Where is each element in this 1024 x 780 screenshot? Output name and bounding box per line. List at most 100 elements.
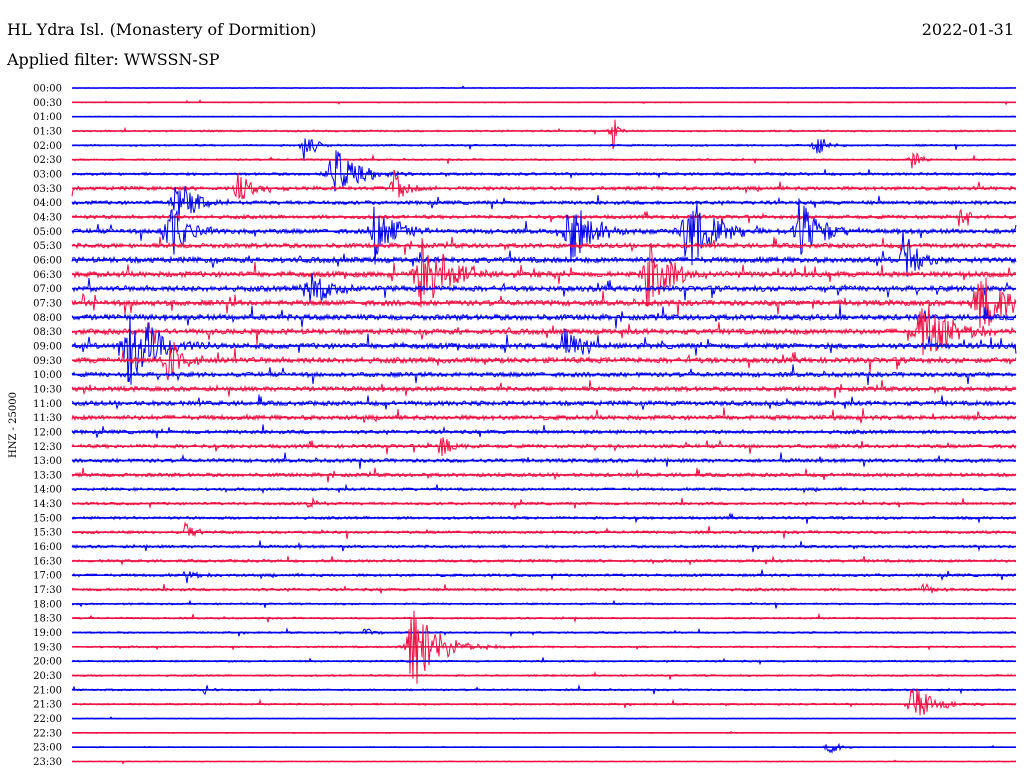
time-tick-label: 07:30 [33,298,62,309]
trace-row-1230 [71,437,1017,457]
y-axis-label: HNZ - 25000 [8,392,19,458]
trace-row-2230 [71,730,1017,734]
trace-row-0130 [71,119,1017,150]
trace-row-0730 [71,277,1017,328]
trace-row-0100 [71,115,1017,118]
trace-row-0830 [71,303,1017,356]
trace-row-0530 [71,236,1017,256]
time-tick-label: 15:30 [33,528,62,539]
time-tick-label: 06:30 [33,270,62,281]
trace-row-1200 [71,424,1017,439]
trace-row-1900 [71,627,1017,638]
trace-row-0000 [72,85,1017,90]
time-tick-label: 12:00 [33,427,62,438]
time-tick-label: 06:00 [33,255,62,266]
trace-row-1500 [71,512,1017,524]
trace-row-1930 [71,610,1017,684]
time-tick-label: 10:00 [33,370,62,381]
time-tick-label: 09:00 [33,341,62,352]
trace-row-1730 [72,582,1017,594]
trace-row-0700 [71,272,1017,303]
time-tick-label: 05:00 [33,227,62,238]
time-tick-label: 21:30 [33,700,62,711]
trace-row-0400 [71,185,1017,222]
time-tick-label: 21:00 [33,685,62,696]
time-tick-label: 09:30 [33,356,62,367]
time-tick-label: 03:30 [33,184,62,195]
station-title: HL Ydra Isl. (Monastery of Dormition) [7,20,317,39]
trace-row-1430 [71,496,1017,510]
trace-row-1630 [71,555,1017,566]
time-tick-label: 23:30 [33,757,62,768]
time-tick-label: 03:00 [33,169,62,180]
time-tick-label: 13:00 [33,456,62,467]
time-tick-label: 17:00 [33,571,62,582]
trace-row-0800 [71,304,1017,329]
time-tick-label: 19:00 [33,628,62,639]
time-tick-label: 14:30 [33,499,62,510]
trace-row-0200 [71,138,1017,161]
trace-row-0500 [71,198,1017,266]
time-tick-label: 20:30 [33,671,62,682]
time-tick-label: 14:00 [33,485,62,496]
trace-row-0300 [71,150,1017,192]
filter-label: Applied filter: WWSSN-SP [7,50,220,69]
time-tick-label: 11:30 [33,413,62,424]
trace-group [71,85,1017,765]
time-tick-label: 02:30 [33,155,62,166]
trace-row-2330 [71,759,1017,765]
trace-row-2030 [71,671,1017,680]
trace-row-0330 [71,169,1017,200]
trace-row-1830 [71,612,1017,623]
trace-row-1130 [71,407,1017,424]
time-tick-label: 00:00 [33,84,62,95]
time-tick-label: 04:30 [33,212,62,223]
time-tick-label: 10:30 [33,384,62,395]
time-tick-label: 18:30 [33,614,62,625]
trace-row-2300 [71,742,1017,754]
time-tick-label: 17:30 [33,585,62,596]
trace-row-2200 [71,716,1017,721]
trace-row-0900 [71,314,1017,385]
date-label: 2022-01-31 [921,20,1014,39]
time-tick-labels: 00:00 00:30 01:00 01:30 02:00 02:30 03:00 03:30… [33,84,62,769]
trace-row-0030 [71,99,1017,106]
time-tick-label: 12:30 [33,442,62,453]
time-tick-label: 07:00 [33,284,62,295]
time-tick-label: 22:30 [33,728,62,739]
trace-row-1700 [71,569,1017,584]
trace-row-2000 [71,657,1017,666]
trace-row-1800 [71,599,1017,609]
time-tick-label: 11:00 [33,399,62,410]
trace-row-1400 [71,483,1017,495]
trace-row-1330 [71,467,1017,483]
time-tick-label: 05:30 [33,241,62,252]
trace-row-1100 [71,394,1017,411]
trace-row-0930 [71,342,1017,381]
trace-row-1600 [71,540,1016,553]
time-tick-label: 16:30 [33,556,62,567]
time-tick-label: 23:00 [33,743,62,754]
time-tick-label: 22:00 [33,714,62,725]
time-tick-label: 08:00 [33,313,62,324]
trace-row-1530 [71,521,1017,540]
time-tick-label: 16:00 [33,542,62,553]
time-tick-label: 20:00 [33,657,62,668]
trace-row-0230 [71,152,1017,169]
time-tick-label: 02:00 [33,141,62,152]
time-tick-label: 08:30 [33,327,62,338]
time-tick-label: 18:00 [33,599,62,610]
trace-row-1000 [71,364,1017,386]
time-tick-label: 01:30 [33,126,62,137]
time-tick-label: 04:00 [33,198,62,209]
trace-row-2100 [71,683,1017,696]
time-tick-label: 01:00 [33,112,62,123]
time-tick-label: 13:30 [33,470,62,481]
trace-row-1300 [71,452,1017,470]
time-tick-label: 19:30 [33,642,62,653]
trace-row-0630 [71,238,1017,308]
trace-row-0430 [71,208,1017,227]
trace-row-0600 [71,230,1017,277]
trace-row-2130 [71,688,1017,716]
